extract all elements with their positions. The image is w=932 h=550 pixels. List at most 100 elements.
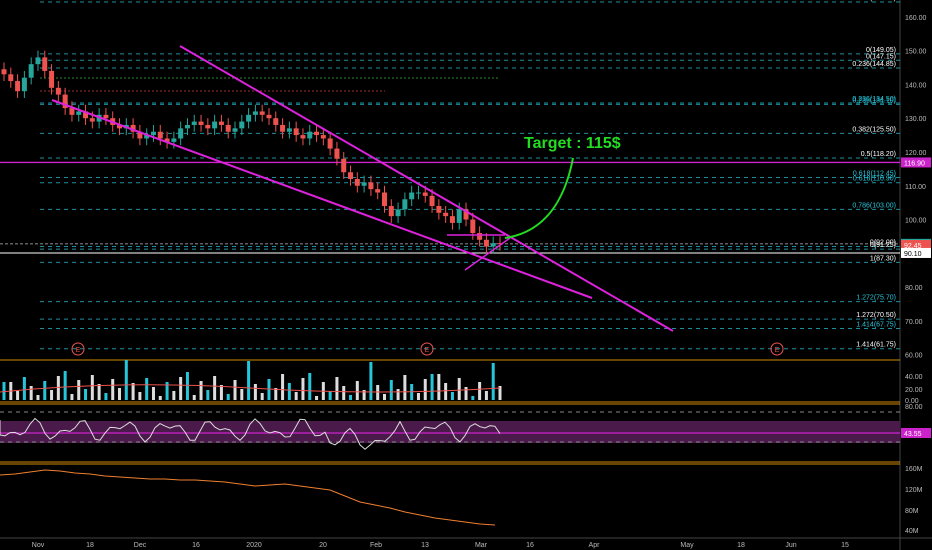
volume-bar <box>199 381 203 400</box>
volume-bar <box>260 393 264 400</box>
volume-tick-label: 20.00 <box>905 387 923 394</box>
candle-body <box>327 138 333 149</box>
volume-bar <box>464 387 468 400</box>
candle-body <box>490 243 496 247</box>
volume-bar <box>294 392 298 400</box>
volume-bar <box>16 391 20 400</box>
candle-body <box>69 108 75 115</box>
volume-bar <box>36 395 40 400</box>
fib-label: 1.414(61.75) <box>856 342 896 349</box>
candle-body <box>239 121 245 129</box>
time-axis: Nov 18 Dec 16 2020 20 Feb 13 Mar 16 Apr May 18 Jun 15 <box>32 542 849 549</box>
fib-label: 1.414(67.75) <box>856 321 896 328</box>
candle-body <box>497 243 503 245</box>
candle-body <box>252 111 258 115</box>
price-badge-label: 116.90 <box>904 160 925 167</box>
volume-bar <box>22 377 26 400</box>
volume-bar <box>369 362 373 400</box>
time-tick-label: 15 <box>841 542 849 549</box>
volume-bar <box>50 390 54 400</box>
candle-body <box>341 158 347 173</box>
time-tick-label: 16 <box>192 542 200 549</box>
fib-label: 0(92.00) <box>870 240 896 247</box>
fib-label: 0.382(125.50) <box>852 126 896 133</box>
volume-bar <box>403 375 407 400</box>
candle-body <box>89 118 95 122</box>
volume-bar <box>430 374 434 400</box>
volume-bar <box>63 371 67 400</box>
volume-bar <box>437 374 441 400</box>
rsi-badge <box>901 428 931 438</box>
candle-body <box>83 111 89 119</box>
candle-body <box>28 64 34 78</box>
candle-body <box>443 212 449 217</box>
price-badge <box>901 247 931 258</box>
candle-body <box>368 182 374 190</box>
price-tick-label: 130.00 <box>905 116 927 123</box>
volume-bar <box>206 390 210 400</box>
earnings-marker: E <box>76 347 81 354</box>
obv-tick-label: 120M <box>905 487 923 494</box>
earnings-marker: E <box>425 347 430 354</box>
candle-body <box>470 219 476 234</box>
candle-body <box>415 192 421 194</box>
candle-body <box>35 57 41 65</box>
volume-bar <box>396 389 400 400</box>
candle-body <box>286 128 292 132</box>
candle-body <box>402 199 408 210</box>
candle-body <box>130 124 136 132</box>
time-tick-label: 18 <box>86 542 94 549</box>
volume-bar <box>145 378 149 400</box>
earnings-marker-circle <box>420 342 434 356</box>
price-tick-label: 100.00 <box>905 218 927 225</box>
volume-bar <box>382 394 386 400</box>
candle-body <box>314 131 320 136</box>
volume-bar <box>185 372 189 400</box>
fib-label: 0(147.15) <box>866 53 896 60</box>
candle-body <box>184 124 190 129</box>
obv-line <box>0 469 496 526</box>
candle-body <box>388 206 394 217</box>
candle-body <box>334 148 340 159</box>
volume-bar <box>450 392 454 400</box>
target-annotation: Target : 115$ <box>524 135 621 152</box>
fib-label: 0.5(118.20) <box>861 151 896 158</box>
time-tick-label: Feb <box>370 542 382 549</box>
price-tick-label: 60.00 <box>905 353 923 360</box>
candle-body <box>463 209 469 220</box>
candle-body <box>117 124 123 129</box>
volume-bar <box>240 389 244 400</box>
volume-bar <box>349 395 353 400</box>
volume-bar <box>287 383 291 400</box>
time-tick-label: Jun <box>785 542 796 549</box>
candle-body <box>395 209 401 217</box>
candle-body <box>232 128 238 132</box>
candle-body <box>198 121 204 125</box>
fib-label: 0.618(110.90) <box>853 176 896 183</box>
volume-bar <box>498 386 502 400</box>
volume-bar <box>226 394 230 400</box>
obv-tick-label: 160M <box>905 466 923 473</box>
candle-body <box>8 74 14 82</box>
candle-body <box>42 57 48 71</box>
candle-body <box>21 77 27 92</box>
volume-bar <box>124 360 128 400</box>
volume-ma <box>0 384 501 393</box>
volume-bar <box>131 383 135 400</box>
candle-body <box>137 131 143 139</box>
volume-bar <box>192 395 196 400</box>
trendlines <box>51 45 674 332</box>
fib-label: 1(87.30) <box>870 255 896 262</box>
volume-bar <box>104 393 108 400</box>
volume-bar <box>97 384 101 400</box>
volume-bar <box>111 379 115 400</box>
price-tick-label: 120.00 <box>905 150 927 157</box>
volume-bar <box>29 386 33 400</box>
volume-bar <box>233 380 237 400</box>
fib-levels: 0.5(164.40) 0(149.05)0(147.15)0.236(144.8… <box>0 0 900 350</box>
candle-body <box>348 172 354 179</box>
fib-label: 0(149.05) <box>866 47 896 54</box>
candle-body <box>409 192 415 200</box>
